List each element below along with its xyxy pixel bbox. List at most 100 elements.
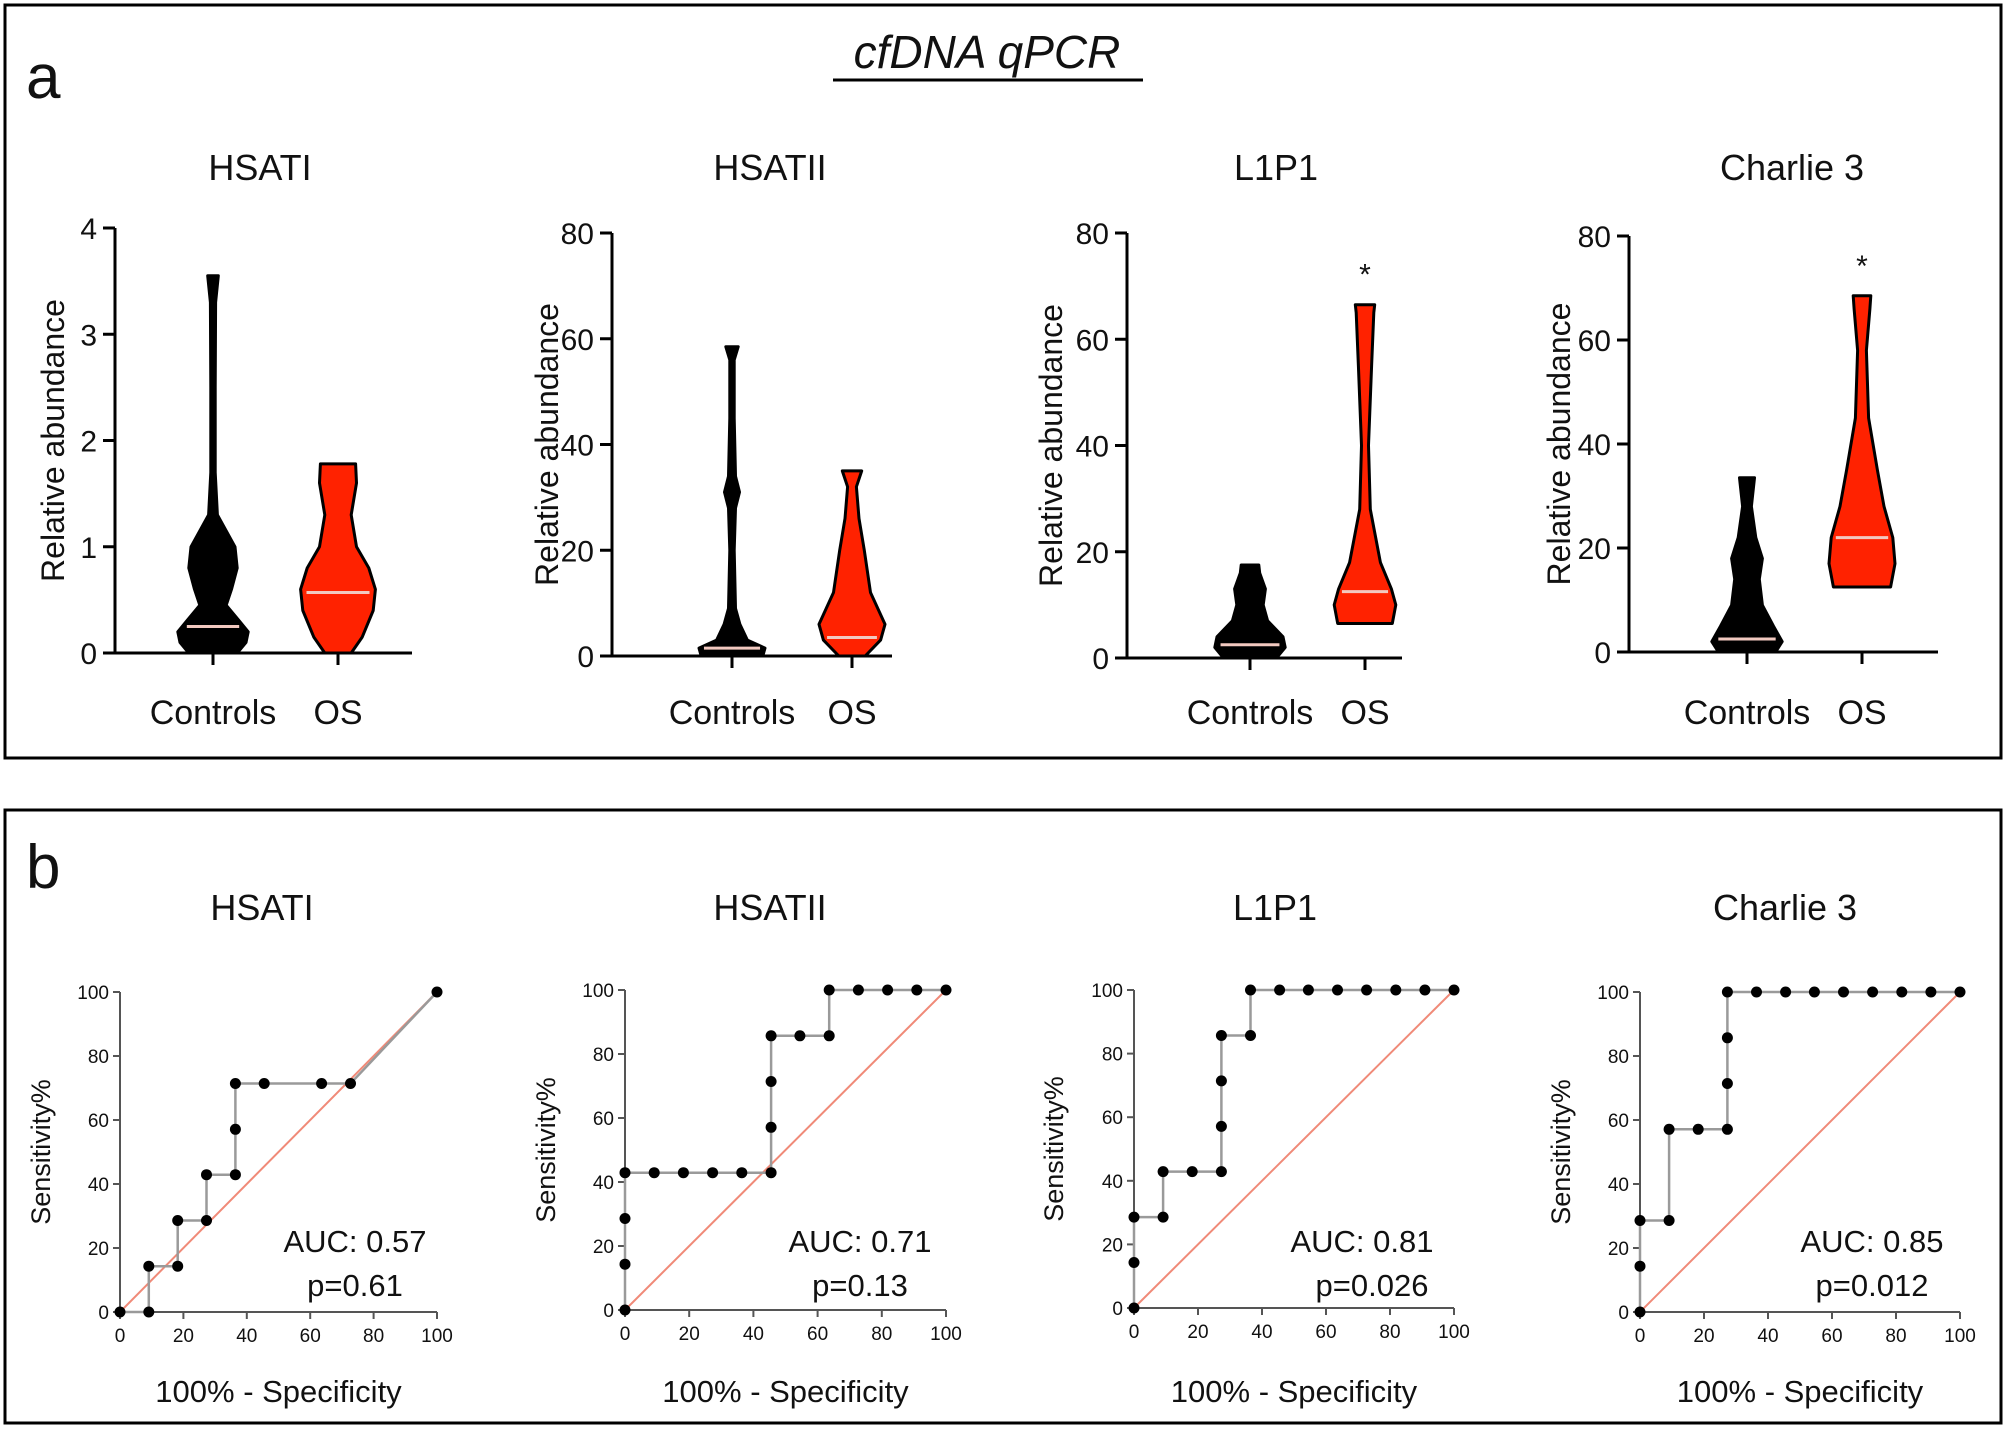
y-tick-label: 60 xyxy=(561,324,594,357)
x-tick-label: 20 xyxy=(173,1326,194,1347)
panel-b-letter: b xyxy=(26,833,60,902)
roc-point xyxy=(1721,1032,1733,1044)
x-tick-label: 80 xyxy=(1885,1326,1906,1347)
x-tick-label: 40 xyxy=(1251,1322,1272,1343)
roc-point xyxy=(1954,986,1966,998)
y-tick-label: 40 xyxy=(1076,431,1109,464)
y-tick-label: 0 xyxy=(1594,637,1611,670)
x-tick-label: 0 xyxy=(620,1324,631,1345)
roc-point xyxy=(1361,984,1373,996)
roc-point xyxy=(1721,1078,1733,1089)
y-tick-label: 100 xyxy=(1091,981,1123,1002)
y-tick-label: 0 xyxy=(1092,643,1109,676)
violin-os xyxy=(1827,294,1897,589)
roc-point xyxy=(765,1121,777,1133)
y-tick-label: 0 xyxy=(1112,1299,1123,1320)
x-tick-label-controls: Controls xyxy=(669,694,796,732)
x-tick-label: 100 xyxy=(1944,1326,1976,1347)
significance-marker: * xyxy=(1856,250,1868,283)
roc-point xyxy=(852,984,864,996)
roc-point xyxy=(1867,986,1879,998)
roc-point xyxy=(1808,986,1820,998)
roc-point xyxy=(1634,1260,1646,1272)
roc-point xyxy=(619,1258,631,1270)
roc-point xyxy=(1751,986,1762,998)
y-tick-label: 60 xyxy=(1578,325,1611,358)
y-tick-label: 80 xyxy=(561,218,594,251)
roc-point xyxy=(1896,986,1908,998)
roc-point xyxy=(1215,1075,1227,1087)
x-tick-label: 60 xyxy=(300,1326,321,1347)
y-tick-label: 0 xyxy=(577,641,594,674)
y-tick-label: 20 xyxy=(1102,1235,1123,1256)
y-tick-label: 20 xyxy=(593,1237,614,1258)
chart-title: HSATII xyxy=(713,147,826,188)
roc-point xyxy=(1215,1030,1227,1041)
violin-controls xyxy=(1213,563,1287,660)
roc-point xyxy=(1215,1166,1227,1178)
y-tick-label: 60 xyxy=(593,1109,614,1130)
y-tick-label: 80 xyxy=(1102,1045,1123,1066)
y-tick-label: 60 xyxy=(1102,1108,1123,1129)
x-tick-label: 0 xyxy=(1129,1322,1140,1343)
roc-point xyxy=(1448,984,1460,996)
chart-title: HSATI xyxy=(208,147,311,188)
y-tick-label: 80 xyxy=(1578,221,1611,254)
y-tick-label: 20 xyxy=(561,535,594,568)
roc-point xyxy=(619,1213,631,1224)
auc-label: AUC: 0.57 xyxy=(283,1224,426,1259)
reference-diagonal xyxy=(1639,991,1961,1313)
x-tick-label: 20 xyxy=(1693,1326,1714,1347)
violin-controls xyxy=(697,345,767,658)
x-tick-label-controls: Controls xyxy=(150,694,277,732)
roc-point xyxy=(707,1167,719,1179)
x-tick-label: 60 xyxy=(1821,1326,1842,1347)
roc-point xyxy=(201,1169,212,1181)
violin-chart-hsatii: HSATII Relative abundance 0 20 40 60 80 Control… xyxy=(529,147,892,732)
roc-point xyxy=(1663,1215,1675,1226)
roc-point xyxy=(1128,1211,1140,1223)
roc-point xyxy=(1245,984,1256,996)
y-axis-label: Sensitivity% xyxy=(1546,1079,1576,1225)
roc-point xyxy=(736,1167,748,1179)
x-tick-label: 40 xyxy=(236,1326,257,1347)
x-axis-label: 100% - Specificity xyxy=(1171,1374,1418,1409)
roc-point xyxy=(258,1078,270,1089)
roc-point xyxy=(1186,1166,1198,1178)
roc-point xyxy=(143,1260,155,1272)
roc-point xyxy=(114,1306,126,1318)
reference-diagonal xyxy=(119,991,438,1313)
x-tick-label: 80 xyxy=(1379,1322,1400,1343)
significance-marker: * xyxy=(1359,259,1371,292)
x-tick-label: 40 xyxy=(743,1324,764,1345)
roc-point xyxy=(1302,984,1314,996)
y-tick-label: 20 xyxy=(1076,537,1109,570)
auc-label: AUC: 0.81 xyxy=(1290,1224,1433,1259)
roc-point xyxy=(677,1167,689,1179)
y-tick-label: 80 xyxy=(593,1045,614,1066)
panel-a-letter: a xyxy=(26,43,61,112)
violin-os xyxy=(299,462,377,655)
roc-point xyxy=(765,1030,777,1042)
y-tick-label: 60 xyxy=(88,1111,109,1132)
y-tick-label: 60 xyxy=(1608,1111,1629,1132)
y-tick-label: 100 xyxy=(77,983,109,1004)
roc-point xyxy=(316,1078,328,1089)
roc-point xyxy=(1128,1257,1140,1268)
roc-chart-hsatii: HSATII Sensitivity% 100% - Specificity 00 20… xyxy=(531,887,962,1409)
roc-point xyxy=(1780,986,1792,998)
x-axis-label: 100% - Specificity xyxy=(662,1374,909,1409)
roc-point xyxy=(345,1078,356,1089)
y-tick-label: 4 xyxy=(80,213,97,246)
roc-chart-hsati: HSATI Sensitivity% 100% - Specificity 00 20 2… xyxy=(26,887,453,1409)
x-tick-label: 20 xyxy=(1187,1322,1208,1343)
y-tick-label: 40 xyxy=(1608,1175,1629,1196)
roc-point xyxy=(1692,1123,1704,1135)
roc-point xyxy=(765,1167,777,1179)
y-tick-label: 80 xyxy=(1076,218,1109,251)
chart-title: HSATII xyxy=(713,887,826,928)
roc-point xyxy=(1332,984,1343,996)
violin-chart-hsati: HSATI Relative abundance 0 1 2 3 4 Controls OS xyxy=(35,147,412,732)
